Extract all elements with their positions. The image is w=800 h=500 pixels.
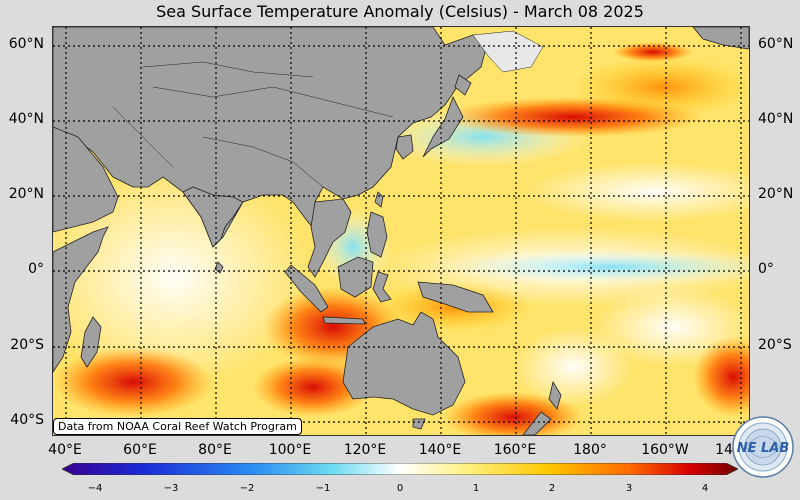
lat-label-20s-left: 20°S [10,337,44,353]
svg-text:NE LAB: NE LAB [737,441,790,456]
sea-ice-region [472,30,544,73]
colorbar [62,463,738,475]
colorbar-tick-1: 1 [472,483,480,494]
data-credit-label: Data from NOAA Coral Reef Watch Program [53,418,302,435]
lon-label-100e: 100°E [268,442,312,458]
colorbar-tick-minus2: −2 [239,483,255,494]
lat-label-20s-right: 20°S [758,337,792,353]
lon-label-180: 180° [573,442,607,458]
lat-label-0-right: 0° [758,261,774,277]
sst-anomaly-map [52,26,750,436]
colorbar-tick-0: 0 [396,483,404,494]
graticule [53,27,749,435]
colorbar-tick-minus4: −4 [87,483,103,494]
lat-label-40n-right: 40°N [758,111,794,127]
colorbar-tick-3: 3 [625,483,633,494]
lat-label-40s-left: 40°S [10,412,44,428]
lon-label-160w: 160°W [641,442,689,458]
colorbar-tick-2: 2 [548,483,556,494]
lat-label-20n-left: 20°N [8,186,44,202]
lat-label-40n-left: 40°N [8,111,44,127]
lon-label-160e: 160°E [493,442,537,458]
lon-label-60e: 60°E [123,442,157,458]
map-title: Sea Surface Temperature Anomaly (Celsius… [156,2,644,21]
lat-label-0-left: 0° [28,261,44,277]
lon-label-120e: 120°E [343,442,387,458]
land-masses [53,27,749,435]
lon-label-80e: 80°E [198,442,232,458]
colorbar-tick-minus1: −1 [315,483,331,494]
colorbar-tick-4: 4 [701,483,709,494]
lat-label-20n-right: 20°N [758,186,794,202]
lon-label-140w-partial: 14 [715,442,733,458]
country-borders [112,61,394,188]
lon-label-40e: 40°E [48,442,82,458]
nexlab-logo: NE LAB [732,416,794,478]
colorbar-tick-minus3: −3 [163,483,179,494]
lat-label-60n-left: 60°N [8,36,44,52]
lat-label-60n-right: 60°N [758,36,794,52]
lon-label-140e: 140°E [418,442,462,458]
map-canvas [53,27,749,435]
